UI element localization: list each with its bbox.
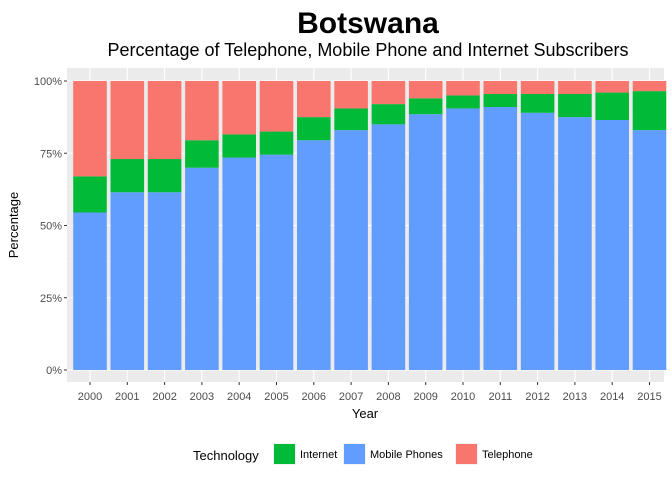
- y-tick-label: 25%: [40, 293, 62, 305]
- x-tick-label-2009: 2009: [413, 391, 437, 403]
- x-tick-label-2013: 2013: [563, 391, 587, 403]
- bar-internet-2001: [110, 159, 145, 193]
- chart-subtitle: Percentage of Telephone, Mobile Phone an…: [107, 40, 628, 60]
- x-tick-label-2000: 2000: [78, 391, 102, 403]
- x-tick-label-2002: 2002: [152, 391, 176, 403]
- bar-mobile-phones-2002: [147, 192, 182, 370]
- bar-internet-2009: [408, 98, 443, 115]
- legend-swatch-telephone: [456, 444, 477, 464]
- x-tick-label-2012: 2012: [525, 391, 549, 403]
- x-tick-label-2010: 2010: [451, 391, 475, 403]
- legend-label-mobile-phones: Mobile Phones: [370, 449, 443, 461]
- bar-mobile-phones-2015: [632, 130, 667, 370]
- legend-label-internet: Internet: [300, 449, 337, 461]
- x-tick-label-2001: 2001: [115, 391, 139, 403]
- bar-telephone-2003: [185, 81, 219, 141]
- bar-mobile-phones-2011: [483, 107, 518, 370]
- bar-mobile-phones-2014: [595, 120, 629, 370]
- bar-internet-2015: [632, 91, 667, 131]
- bar-mobile-phones-2004: [222, 157, 256, 370]
- bar-mobile-phones-2000: [73, 212, 107, 370]
- bar-internet-2005: [259, 131, 294, 155]
- y-tick-label: 75%: [40, 148, 62, 160]
- bar-mobile-phones-2012: [520, 112, 555, 370]
- x-tick-label-2005: 2005: [264, 391, 288, 403]
- bar-internet-2003: [185, 140, 219, 168]
- bars: [73, 81, 667, 370]
- y-axis-title: Percentage: [6, 192, 21, 259]
- x-tick-label-2011: 2011: [488, 391, 512, 403]
- legend-swatch-internet: [274, 444, 295, 464]
- bar-internet-2011: [483, 94, 518, 108]
- x-tick-label-2003: 2003: [190, 391, 214, 403]
- x-tick-label-2004: 2004: [227, 391, 251, 403]
- bar-mobile-phones-2005: [259, 154, 294, 370]
- x-tick-label-2006: 2006: [302, 391, 326, 403]
- bar-telephone-2001: [110, 81, 145, 160]
- legend-swatch-mobile-phones: [344, 444, 365, 464]
- bar-telephone-2005: [259, 81, 294, 132]
- bar-internet-2013: [558, 94, 592, 118]
- y-axis-ticks: 0% 25% 50% 75% 100%: [34, 76, 67, 377]
- legend-label-telephone: Telephone: [482, 449, 533, 461]
- bar-telephone-2008: [371, 81, 406, 105]
- bar-internet-2008: [371, 104, 406, 125]
- bar-telephone-2015: [632, 81, 667, 92]
- bar-internet-2006: [297, 117, 331, 141]
- bar-telephone-2000: [73, 81, 107, 177]
- bar-telephone-2011: [483, 81, 518, 95]
- x-axis-title: Year: [352, 406, 379, 421]
- x-tick-label-2014: 2014: [600, 391, 624, 403]
- bar-telephone-2002: [147, 81, 182, 160]
- bar-internet-2014: [595, 92, 629, 121]
- y-tick-label: 50%: [40, 221, 62, 233]
- bar-mobile-phones-2010: [446, 108, 480, 370]
- bar-telephone-2013: [558, 81, 592, 95]
- bar-telephone-2007: [334, 81, 368, 109]
- y-tick-label: 0%: [46, 365, 62, 377]
- bar-mobile-phones-2007: [334, 130, 368, 370]
- x-tick-label-2015: 2015: [637, 391, 661, 403]
- bar-mobile-phones-2008: [371, 124, 406, 370]
- bar-mobile-phones-2013: [558, 117, 592, 370]
- bar-telephone-2009: [408, 81, 443, 99]
- bar-mobile-phones-2009: [408, 114, 443, 370]
- bar-mobile-phones-2001: [110, 192, 145, 370]
- bar-internet-2007: [334, 108, 368, 131]
- legend-title: Technology: [193, 448, 259, 463]
- bar-internet-2010: [446, 95, 480, 109]
- chart-title: Botswana: [297, 7, 439, 40]
- x-tick-label-2008: 2008: [376, 391, 400, 403]
- y-tick-label: 100%: [34, 76, 62, 88]
- bar-telephone-2006: [297, 81, 331, 118]
- x-tick-label-2007: 2007: [339, 391, 363, 403]
- legend: Technology Internet Mobile Phones Telephon…: [193, 443, 533, 465]
- x-axis-ticks: 2000 2001 2002 2003 2004 2005 2006 2007 2008 2009…: [78, 382, 662, 403]
- bar-internet-2004: [222, 134, 256, 158]
- bar-telephone-2014: [595, 81, 629, 93]
- bar-internet-2000: [73, 176, 107, 213]
- bar-mobile-phones-2003: [185, 167, 219, 370]
- bar-internet-2012: [520, 94, 555, 113]
- bar-mobile-phones-2006: [297, 140, 331, 370]
- bar-telephone-2004: [222, 81, 256, 135]
- bar-telephone-2010: [446, 81, 480, 96]
- bar-internet-2002: [147, 159, 182, 193]
- bar-telephone-2012: [520, 81, 555, 95]
